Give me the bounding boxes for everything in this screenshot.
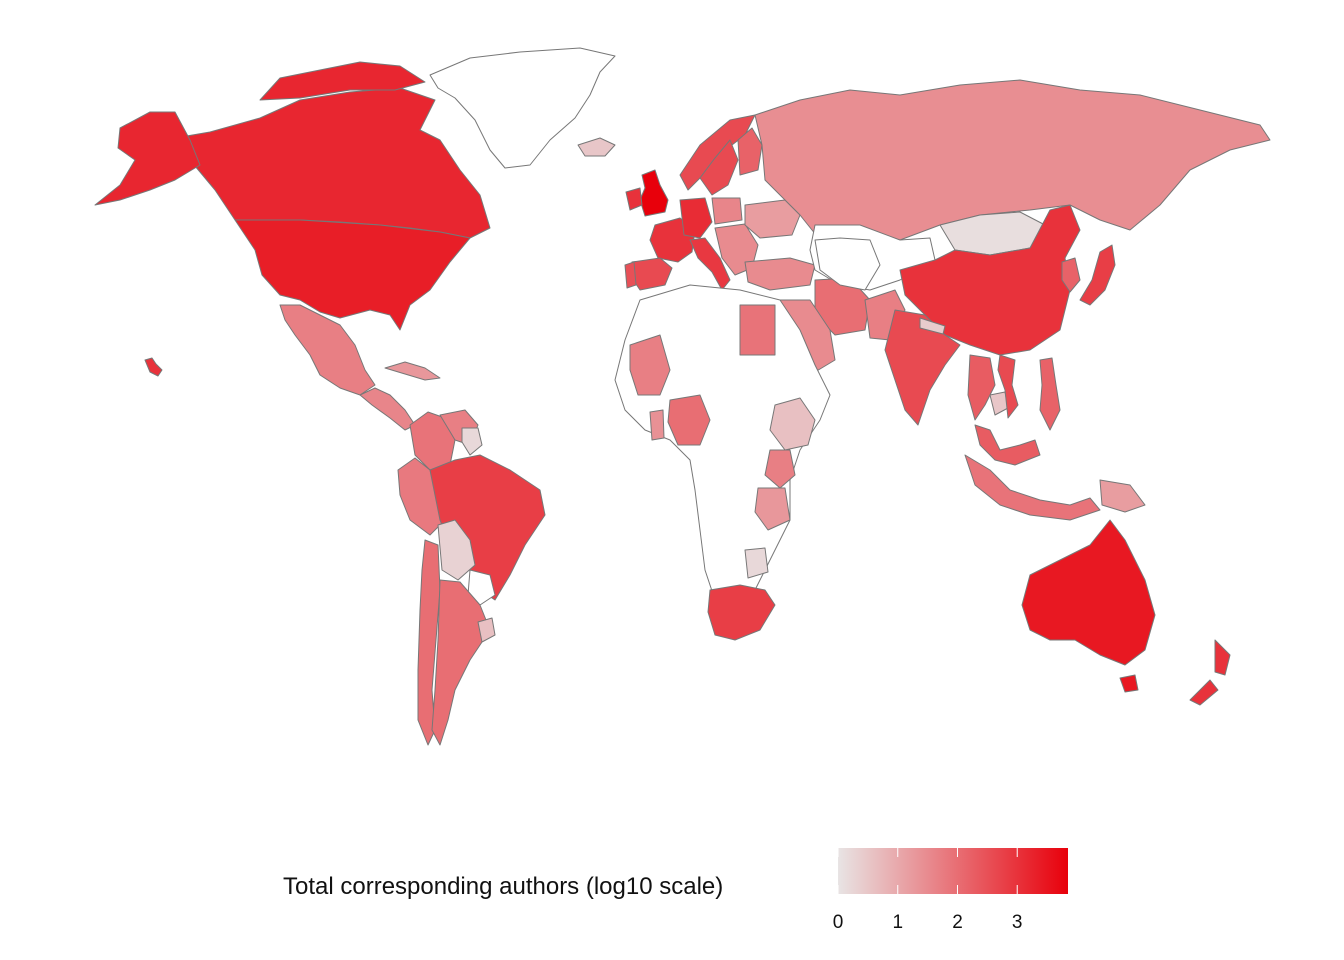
country-central-asia-no-data (814, 237, 881, 291)
country-cuba (384, 361, 441, 381)
color-legend: 0 1 2 3 (833, 848, 1068, 933)
country-hawaii (144, 357, 163, 377)
country-spain (631, 257, 673, 291)
country-alaska (94, 111, 201, 206)
country-united-kingdom (639, 169, 669, 217)
country-uruguay (477, 617, 496, 643)
country-italy (689, 237, 731, 291)
country-mexico (279, 304, 376, 396)
country-central-america (359, 387, 416, 431)
legend-tick-label: 0 (833, 912, 844, 933)
country-ghana (649, 409, 665, 441)
country-poland (711, 197, 743, 225)
country-vietnam (997, 354, 1019, 419)
country-tanzania (754, 487, 791, 531)
legend-colorbar (838, 848, 1068, 894)
legend-tick-label: 1 (892, 912, 903, 933)
country-germany (679, 197, 713, 239)
country-portugal (624, 261, 637, 289)
country-egypt (739, 304, 776, 356)
country-nigeria (667, 394, 711, 446)
country-south-africa (707, 584, 776, 641)
country-nepal (919, 317, 946, 335)
country-tasmania (1119, 674, 1139, 693)
country-russia (754, 79, 1271, 241)
country-argentina (431, 579, 491, 746)
country-thailand (967, 354, 996, 421)
country-japan (1079, 244, 1116, 306)
country-united-states (234, 219, 471, 331)
country-australia (1021, 519, 1156, 666)
country-turkey (744, 257, 816, 291)
country-greenland (429, 47, 616, 169)
country-papua-new-guinea (1099, 479, 1146, 513)
country-ethiopia (769, 397, 816, 451)
country-colombia (409, 411, 456, 471)
country-bolivia (437, 519, 476, 581)
country-kenya (764, 449, 796, 489)
legend-tick-label: 2 (952, 912, 963, 933)
country-korea (1061, 257, 1081, 293)
country-canada (174, 87, 491, 239)
country-zimbabwe (744, 547, 769, 579)
country-guyana (461, 427, 483, 456)
country-iceland (577, 137, 616, 157)
legend-ticks: 0 1 2 3 (833, 848, 1023, 933)
legend-title: Total corresponding authors (log10 scale… (283, 873, 724, 900)
country-ireland (625, 187, 643, 211)
country-new-zealand (1189, 639, 1231, 706)
country-indonesia (964, 454, 1101, 521)
legend-tick-label: 3 (1012, 912, 1023, 933)
country-malaysia (974, 424, 1041, 466)
country-finland (737, 127, 763, 176)
country-sweden (699, 139, 739, 196)
world-map (94, 47, 1271, 746)
country-canada-arctic (259, 61, 426, 101)
country-philippines (1039, 357, 1061, 431)
country-mali (629, 334, 671, 396)
